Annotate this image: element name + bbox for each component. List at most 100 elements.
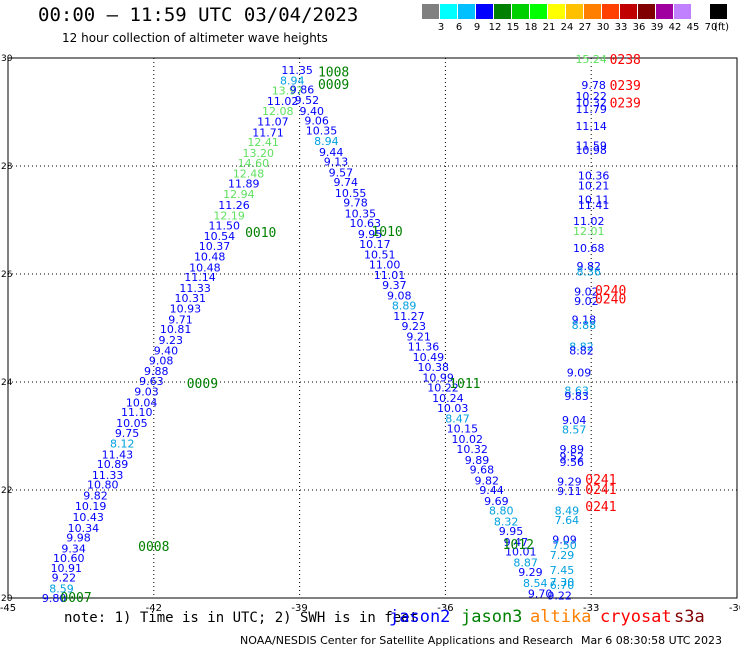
wave-height-point: 11.50 — [209, 219, 241, 232]
wave-height-point: 9.52 — [295, 94, 320, 107]
wave-height-point: 9.23 — [402, 320, 427, 333]
wave-height-point: 8.82 — [569, 345, 594, 358]
pass-time-label: 1008 — [318, 66, 349, 81]
pass-time-label: 0241 — [585, 483, 616, 498]
wave-height-point: 11.02 — [573, 215, 605, 228]
color-scale-swatch — [620, 4, 638, 19]
wave-height-point: 12.41 — [247, 136, 279, 149]
wave-height-point: 9.83 — [564, 390, 589, 403]
color-scale-swatch — [494, 4, 512, 19]
chart-grid — [8, 58, 737, 598]
x-tick-label: -39 — [291, 603, 307, 614]
wave-height-point: 9.13 — [324, 156, 349, 169]
color-scale-swatch — [422, 4, 440, 19]
wave-height-point: 9.88 — [144, 365, 169, 378]
pass-time-label: 0007 — [60, 591, 91, 606]
wave-height-point: 9.82 — [474, 474, 499, 487]
color-scale-label: 12 — [488, 22, 502, 33]
wave-height-point: 10.32 — [575, 96, 607, 109]
wave-height-point: 9.44 — [479, 484, 504, 497]
wave-height-point: 9.37 — [382, 279, 407, 292]
wave-height-point: 7.30 — [550, 576, 575, 589]
chart-points: 9.808.599.2210.9110.609.349.9810.3410.43… — [42, 53, 609, 605]
wave-height-point: 9.69 — [484, 495, 509, 508]
color-scale-swatch — [692, 4, 710, 19]
wave-height-point: 11.27 — [393, 310, 425, 323]
wave-height-point: 7.45 — [550, 564, 575, 577]
pass-time-label: 0239 — [610, 96, 641, 111]
wave-height-point: 9.06 — [304, 115, 329, 128]
wave-height-point: 8.12 — [110, 438, 135, 451]
wave-height-point: 8.94 — [314, 135, 339, 148]
pass-time-label: 0009 — [187, 377, 218, 392]
wave-height-point: 12.08 — [262, 105, 294, 118]
wave-height-point: 10.35 — [345, 208, 377, 221]
y-tick-label: 20 — [1, 594, 13, 604]
wave-height-point: 9.03 — [134, 386, 159, 399]
wave-height-point: 9.86 — [290, 83, 315, 96]
wave-height-point: 9.82 — [83, 489, 108, 502]
wave-height-point: 9.74 — [334, 176, 359, 189]
color-scale-swatch — [674, 4, 692, 19]
wave-height-point: 11.10 — [121, 406, 153, 419]
wave-height-point: 11.02 — [267, 95, 299, 108]
wave-height-point: 10.21 — [578, 179, 610, 192]
wave-height-point: 11.59 — [575, 139, 607, 152]
wave-height-point: 13.97 — [272, 84, 304, 97]
pass-time-label: 0238 — [610, 53, 641, 68]
wave-height-point: 9.09 — [567, 366, 592, 379]
y-tick-label: 22 — [1, 486, 12, 496]
wave-height-point: 11.36 — [408, 340, 440, 353]
wave-height-point: 10.05 — [116, 417, 148, 430]
color-scale-label: 45 — [686, 22, 700, 33]
x-tick-label: -30 — [729, 603, 740, 614]
wave-height-point: 12.01 — [573, 225, 605, 238]
wave-height-point: 10.11 — [578, 193, 610, 206]
wave-height-point: 11.00 — [369, 258, 401, 271]
color-scale-label: 6 — [455, 22, 463, 33]
chart-axes: -45 -42 -39 -36 -33 -30 20 22 24 26 28 30 — [0, 54, 740, 614]
wave-height-point: 10.48 — [189, 262, 221, 275]
x-tick-label: -33 — [583, 603, 599, 614]
wave-height-point: 9.70 — [528, 588, 553, 601]
wave-height-point: 11.14 — [184, 271, 216, 284]
wave-height-point: 9.95 — [358, 228, 383, 241]
wave-height-point: 9.21 — [406, 331, 431, 344]
wave-height-point: 10.63 — [349, 217, 381, 230]
wave-height-point: 9.56 — [560, 456, 585, 469]
color-scale-unit: (ft) — [714, 22, 730, 33]
wave-height-point: 10.98 — [575, 144, 607, 157]
wave-height-point: 8.49 — [555, 505, 580, 518]
wave-height-point: 9.29 — [557, 475, 582, 488]
color-scale-swatch — [440, 4, 458, 19]
wave-height-point: 7.29 — [550, 549, 575, 562]
wave-height-point: 10.19 — [75, 500, 107, 513]
color-scale-label: 36 — [632, 22, 646, 33]
color-scale-swatch — [710, 4, 728, 19]
wave-height-point: 11.01 — [374, 269, 406, 282]
color-scale-swatch — [476, 4, 494, 19]
wave-height-point: 8.57 — [562, 424, 587, 437]
color-scale-label: 42 — [668, 22, 682, 33]
color-scale-label: 24 — [560, 22, 574, 33]
wave-height-point: 9.18 — [572, 313, 597, 326]
wave-height-point: 11.26 — [218, 199, 250, 212]
y-tick-label: 26 — [1, 270, 13, 280]
wave-height-point: 10.02 — [452, 433, 484, 446]
wave-height-point: 11.79 — [575, 103, 607, 116]
wave-height-point: 11.41 — [578, 199, 610, 212]
wave-height-point: 11.71 — [252, 127, 284, 140]
wave-height-point: 9.78 — [343, 197, 368, 210]
wave-height-point: 9.40 — [300, 105, 325, 118]
wave-height-point: 13.20 — [243, 147, 275, 160]
wave-height-point: 9.68 — [470, 463, 495, 476]
wave-height-point: 9.47 — [504, 536, 529, 549]
chart-time-labels: 0007000800090010100800091010101110120238… — [60, 53, 640, 606]
pass-time-label: 1011 — [449, 377, 480, 392]
wave-height-point: 10.68 — [573, 242, 605, 255]
wave-height-point: 10.91 — [51, 562, 83, 575]
wave-height-point: 10.01 — [505, 546, 537, 559]
plot-frame — [7, 57, 738, 599]
wave-height-point: 11.07 — [257, 116, 289, 129]
color-scale-label: 15 — [506, 22, 520, 33]
